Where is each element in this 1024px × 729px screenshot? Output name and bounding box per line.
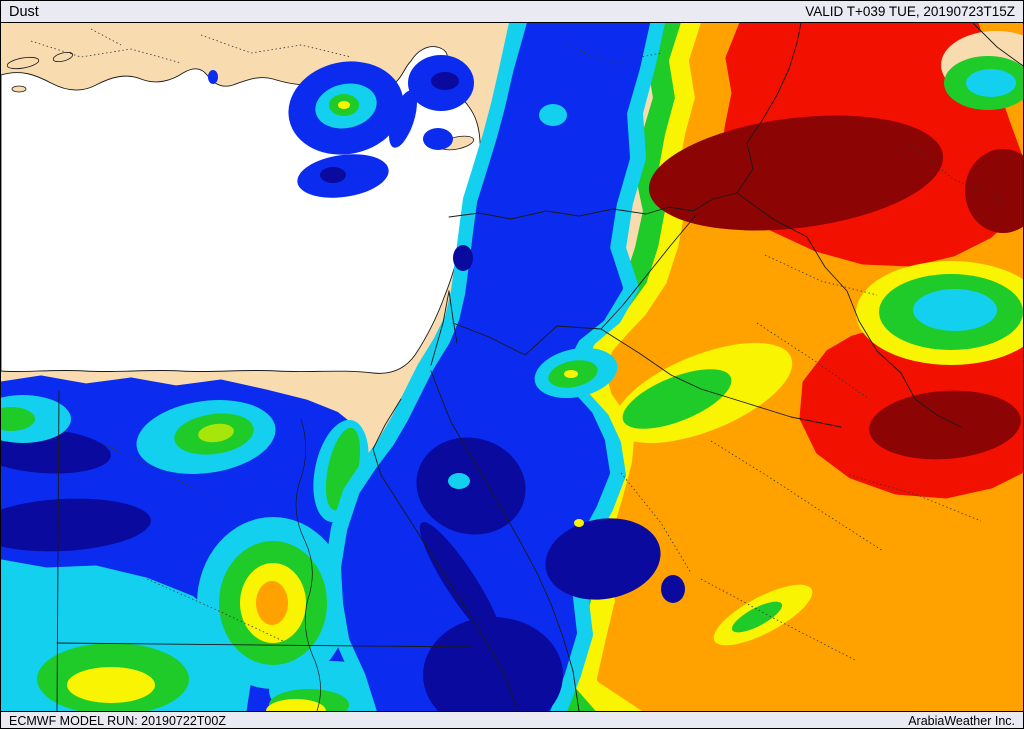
admin-line <box>848 474 982 522</box>
yellow-dot-saudi <box>574 519 584 527</box>
small-island <box>11 85 27 93</box>
dust-min-band-west2 <box>1 498 151 552</box>
product-title: Dust <box>9 3 39 20</box>
blue-dot-bay <box>423 128 453 150</box>
admin-line <box>764 254 878 296</box>
anatolian-lake <box>208 70 218 84</box>
low-dust-core-northeast <box>966 69 1016 97</box>
dust-maximum-core-east <box>869 390 1021 460</box>
admin-line <box>710 440 884 552</box>
israel-egypt-border <box>430 290 450 366</box>
valid-time-label: VALID T+039 TUE, 20190723T15Z <box>805 4 1015 19</box>
blue-connector <box>389 90 417 148</box>
nile-river <box>295 418 321 711</box>
admin-line <box>146 578 284 642</box>
dust-tongue-green <box>622 369 732 429</box>
navy-core-turkey-coast <box>320 167 346 183</box>
footer-bar: ECMWF MODEL RUN: 20190722T00Z ArabiaWeat… <box>1 711 1023 728</box>
dust-streak-green-south <box>731 601 783 633</box>
israel-jordan-border <box>448 290 458 344</box>
redsea-west-coast <box>372 398 518 711</box>
yellow-dot-sw-turkey <box>338 101 350 109</box>
navy-core-sinai <box>416 437 526 535</box>
aegean-island <box>6 56 40 70</box>
cyan-accent-coast <box>539 104 567 126</box>
admin-line <box>620 472 692 574</box>
yellow-dot-jordan <box>564 370 578 378</box>
local-dust-maximum-sudan <box>256 581 288 625</box>
green-core-west-edge <box>1 407 35 431</box>
caucasus-border <box>972 23 1023 67</box>
navy-core-nwsaudi <box>545 518 661 600</box>
dust-maximum-core-north <box>648 115 944 231</box>
admin-line <box>700 578 858 662</box>
admin-line <box>90 28 122 46</box>
jordan-saudi-iraq-border <box>452 322 842 428</box>
provider-label: ArabiaWeather Inc. <box>908 714 1015 728</box>
navy-core-iskenderun <box>431 72 459 90</box>
admin-borders-dotted <box>30 28 1002 662</box>
navy-dot-east <box>661 575 685 603</box>
admin-line <box>200 34 352 58</box>
iraq-iran-border <box>736 192 962 428</box>
dust-maximum-core-east-edge <box>965 149 1023 233</box>
navy-streak-redsea <box>419 522 503 644</box>
egypt-sudan-border <box>56 642 472 648</box>
low-dust-core-east-edge <box>913 289 997 331</box>
cyan-dot-in-navy <box>448 473 470 489</box>
yellow-core-southwest <box>67 667 155 703</box>
turkey-syria-border <box>448 192 738 220</box>
egypt-libya-border <box>56 390 60 711</box>
dust-field-right <box>545 23 1023 711</box>
yellow-band-south <box>266 699 326 711</box>
map-area <box>1 23 1023 711</box>
dust-turkey-blobs <box>288 55 474 198</box>
header-bar: Dust VALID T+039 TUE, 20190723T15Z <box>1 1 1023 23</box>
syria-iraq-border <box>600 214 697 330</box>
country-borders <box>56 23 1023 711</box>
cyan-blob-west-edge <box>1 395 71 443</box>
navy-dot-lebanon <box>453 245 473 271</box>
admin-line <box>906 140 1002 202</box>
ygreen-core-egypt <box>198 423 234 443</box>
aegean-island <box>52 51 74 63</box>
admin-line <box>560 42 662 64</box>
navy-core-redsea-south <box>423 617 563 711</box>
dust-forecast-map <box>1 23 1023 711</box>
turkey-iran-border <box>736 23 802 194</box>
dust-central-mass <box>325 23 685 711</box>
redsea-east-coast <box>430 370 580 711</box>
model-run-label: ECMWF MODEL RUN: 20190722T00Z <box>9 714 226 728</box>
